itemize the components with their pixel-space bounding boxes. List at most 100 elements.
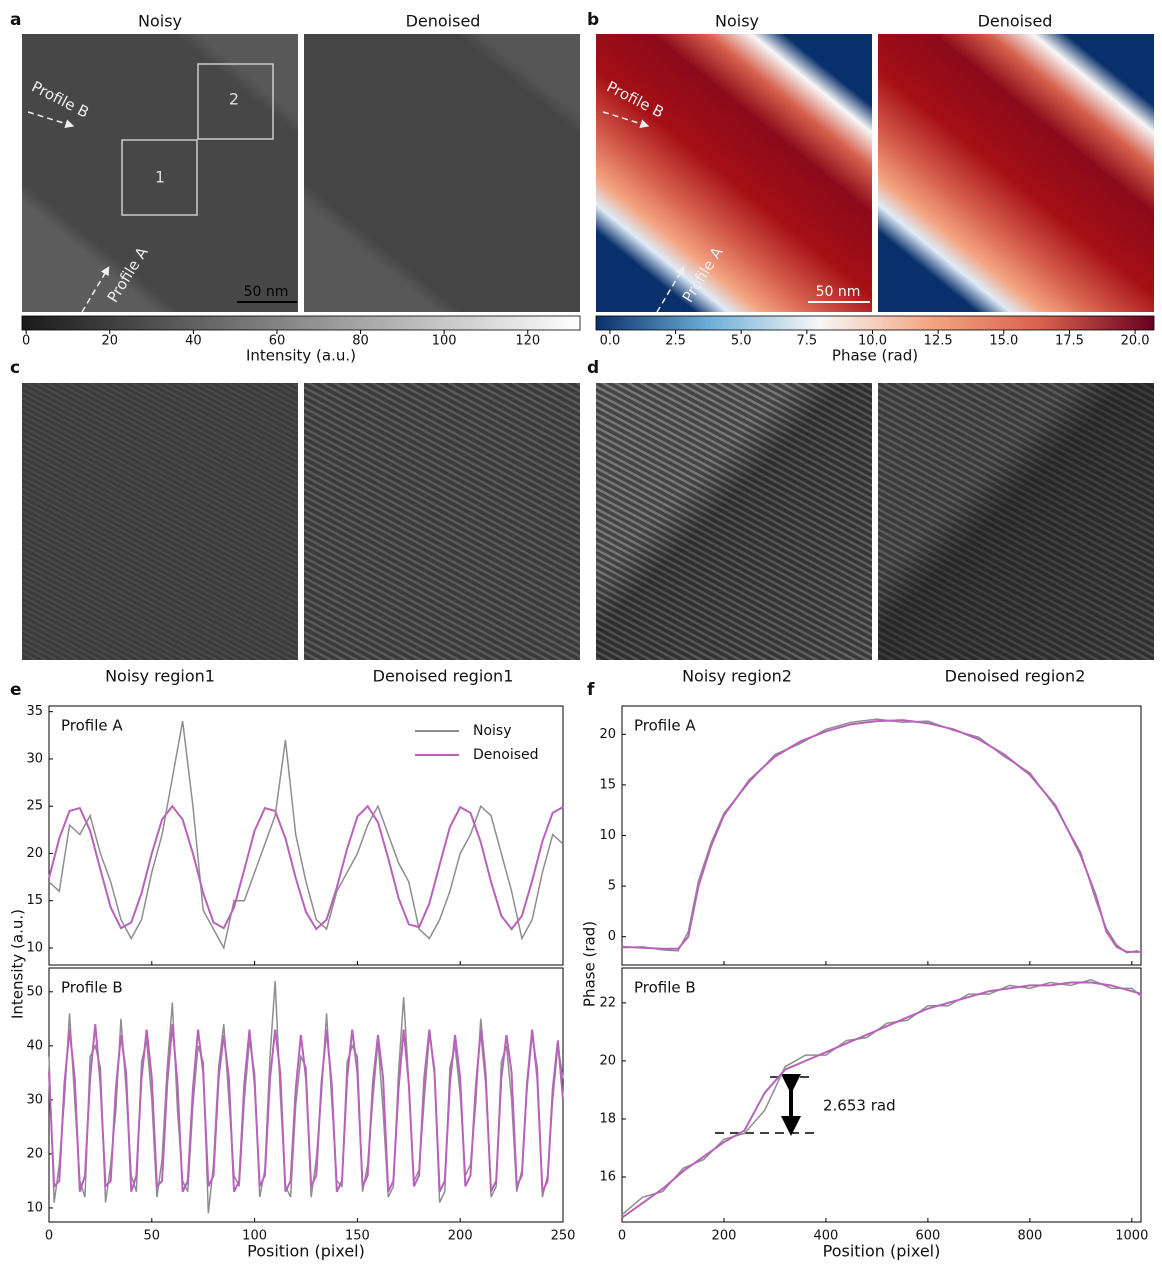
- series-line: [621, 981, 1143, 1219]
- x-tick-label: 250: [551, 1229, 576, 1244]
- scale-label: 50 nm: [816, 284, 861, 300]
- plot-frame: [621, 705, 1142, 966]
- panel-letter: b: [587, 10, 599, 30]
- image-region: [304, 383, 580, 660]
- series-line: [621, 719, 1143, 953]
- image-region: [22, 383, 298, 660]
- x-tick-label: 150: [345, 1229, 370, 1244]
- colorbar-tick-label: 0: [22, 334, 30, 349]
- y-tick-label: 0: [608, 929, 616, 944]
- series-line: [48, 720, 564, 951]
- y-tick-label: 10: [599, 828, 616, 843]
- image-shade: [878, 383, 1154, 660]
- panel-letter: e: [10, 680, 22, 700]
- colorbar-tick-label: 80: [352, 334, 369, 349]
- image-shade: [596, 383, 872, 660]
- colorbar-tick-label: 20: [102, 334, 119, 349]
- colorbar-tick-label: 0.0: [600, 334, 621, 349]
- image-denoised: [304, 34, 580, 312]
- y-tick-label: 18: [599, 1111, 616, 1126]
- chart-title: Profile B: [61, 979, 123, 997]
- y-tick-label: 10: [26, 940, 43, 955]
- x-tick-label: 600: [915, 1229, 940, 1244]
- colorbar-tick-label: 20.0: [1121, 334, 1150, 349]
- profile-arrow: [81, 266, 110, 313]
- y-tick-label: 20: [599, 1053, 616, 1068]
- y-tick-label: 20: [26, 1146, 43, 1161]
- profile-arrow: [27, 111, 75, 128]
- colorbar-label: Phase (rad): [832, 347, 918, 365]
- chart-title: Profile B: [634, 979, 696, 997]
- roi-label: 1: [155, 168, 165, 187]
- panel-letter: f: [587, 680, 595, 700]
- colorbar-label: Intensity (a.u.): [246, 347, 356, 365]
- scale-label: 50 nm: [244, 284, 289, 300]
- x-axis-label: Position (pixel): [247, 1242, 365, 1261]
- y-tick-label: 5: [608, 879, 616, 894]
- y-tick-label: 40: [26, 1038, 43, 1053]
- y-tick-label: 25: [26, 799, 43, 814]
- y-tick-label: 15: [26, 893, 43, 908]
- image-caption: Noisy region1: [105, 667, 215, 686]
- x-tick-label: 50: [144, 1229, 161, 1244]
- image-caption: Noisy region2: [682, 667, 792, 686]
- x-tick-label: 200: [448, 1229, 473, 1244]
- x-tick-label: 1000: [1115, 1229, 1148, 1244]
- chart-title: Profile A: [61, 717, 123, 735]
- image-caption: Denoised region1: [373, 667, 514, 686]
- image-title: Noisy: [138, 12, 182, 31]
- profile-arrow: [656, 266, 685, 313]
- profile-arrow: [602, 111, 650, 128]
- image-title: Denoised: [978, 12, 1053, 31]
- y-tick-label: 30: [26, 1092, 43, 1107]
- image-title: Denoised: [406, 12, 481, 31]
- panel-letter: c: [10, 358, 20, 378]
- annotation: 2.653 rad: [823, 1097, 896, 1115]
- x-tick-label: 0: [618, 1229, 626, 1244]
- x-tick-label: 800: [1017, 1229, 1042, 1244]
- image-noisy: [596, 34, 872, 312]
- panel-letter: a: [10, 10, 21, 30]
- image-title: Noisy: [715, 12, 759, 31]
- series-line: [48, 804, 564, 931]
- colorbar-tick-label: 5.0: [731, 334, 752, 349]
- colorbar: [595, 315, 1155, 331]
- roi-label: 2: [229, 90, 239, 109]
- colorbar-tick-label: 15.0: [989, 334, 1018, 349]
- colorbar-tick-label: 60: [269, 334, 286, 349]
- y-tick-label: 16: [599, 1170, 616, 1185]
- x-tick-label: 200: [712, 1229, 737, 1244]
- image-noisy: [22, 34, 298, 312]
- panel-letter: d: [587, 358, 599, 378]
- y-tick-label: 15: [599, 777, 616, 792]
- colorbar-tick-label: 2.5: [665, 334, 686, 349]
- y-tick-label: 30: [26, 751, 43, 766]
- roi-box: [121, 139, 198, 216]
- colorbar-tick-label: 120: [515, 334, 540, 349]
- x-tick-label: 0: [45, 1229, 53, 1244]
- y-tick-label: 50: [26, 984, 43, 999]
- colorbar-tick-label: 100: [432, 334, 457, 349]
- colorbar-tick-label: 40: [185, 334, 202, 349]
- y-axis-label: Phase (rad): [581, 921, 599, 1007]
- x-tick-label: 400: [814, 1229, 839, 1244]
- x-tick-label: 100: [242, 1229, 267, 1244]
- plot-frame: [48, 705, 564, 966]
- y-tick-label: 35: [26, 704, 43, 719]
- roi-box: [197, 63, 274, 140]
- image-denoised: [878, 34, 1154, 312]
- colorbar: [21, 315, 581, 331]
- y-tick-label: 20: [599, 727, 616, 742]
- series-line: [48, 1024, 564, 1193]
- x-axis-label: Position (pixel): [823, 1242, 941, 1261]
- image-caption: Denoised region2: [945, 667, 1086, 686]
- colorbar-tick-label: 7.5: [797, 334, 818, 349]
- legend-label: Noisy: [473, 723, 512, 739]
- y-axis-label: Intensity (a.u.): [9, 909, 27, 1019]
- chart-title: Profile A: [634, 717, 696, 735]
- y-tick-label: 22: [599, 995, 616, 1010]
- y-tick-label: 10: [26, 1200, 43, 1215]
- colorbar-tick-label: 12.5: [924, 334, 953, 349]
- colorbar-tick-label: 10.0: [858, 334, 887, 349]
